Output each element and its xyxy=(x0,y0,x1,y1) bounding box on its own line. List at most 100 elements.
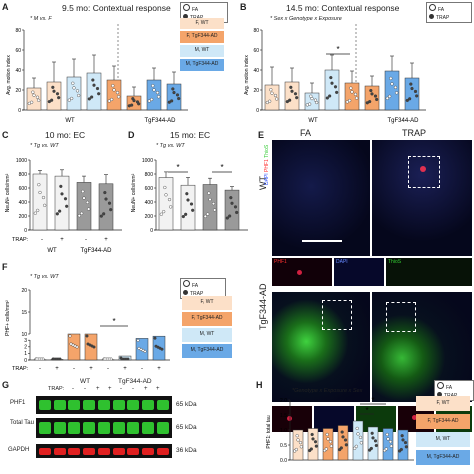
panel-b-sig: * xyxy=(336,45,339,54)
panel-d-dot xyxy=(208,197,212,202)
panel-b-bar xyxy=(284,81,300,111)
panel-c-trap-label: TRAP: xyxy=(12,237,29,243)
panel-d-sig-2: * xyxy=(220,163,223,172)
panel-b-dot xyxy=(370,92,374,96)
blot-gapdh-label: GAPDH xyxy=(8,447,30,453)
lane-sign: + xyxy=(96,386,100,392)
panel-d-bar xyxy=(158,177,174,231)
panel-a-dot xyxy=(67,98,71,102)
panel-d-dot xyxy=(206,212,210,216)
panel-b-dot xyxy=(325,96,329,100)
blot-phf1-kda: 65 kDa xyxy=(176,401,197,408)
panel-h-dot xyxy=(299,445,303,449)
panel-c-dot xyxy=(77,214,81,218)
panel-c-dot xyxy=(81,189,85,194)
panel-h-dot xyxy=(314,444,318,448)
panel-f-dot xyxy=(52,357,56,361)
panel-d-tick-label: 1000 xyxy=(142,158,153,164)
panel-d-dot xyxy=(162,210,166,214)
panel-h-dot xyxy=(389,444,393,448)
panel-d-dot xyxy=(159,212,163,216)
blot-phf1-label: PHF1 xyxy=(10,400,26,406)
panel-a-dot xyxy=(170,99,174,103)
legend-m-wt-f: M, WT xyxy=(182,328,232,342)
inset-box-tg-trap xyxy=(386,302,416,332)
panel-a-bars xyxy=(22,54,188,111)
panel-c-dot xyxy=(107,201,112,205)
panel-f-tick-label: 10 xyxy=(21,332,27,338)
panel-a-dot xyxy=(32,93,36,97)
phf1-band xyxy=(68,400,81,410)
panel-h-bar xyxy=(352,420,364,461)
panel-f-dot xyxy=(153,336,157,340)
panel-b-dot xyxy=(309,94,313,98)
panel-a-dot xyxy=(30,100,34,104)
legend-m-tg-f: M, TgF344-AD xyxy=(182,344,232,358)
tau-band xyxy=(127,422,140,434)
panel-f-sign: - xyxy=(141,366,143,372)
panel-b-dot xyxy=(270,91,274,95)
gapdh-band xyxy=(156,447,169,455)
panel-e-stain-legend: DAPI PHF1 ThioS xyxy=(264,144,270,185)
panel-a-dot xyxy=(150,97,154,102)
panel-a-dot xyxy=(57,96,61,100)
panel-f-dot xyxy=(85,334,89,338)
gapdh-band xyxy=(39,447,51,455)
panel-d-dot xyxy=(163,185,167,190)
tau-band xyxy=(53,422,66,434)
panel-b-dot xyxy=(295,96,299,100)
panel-c-dot xyxy=(85,200,90,204)
panel-h-bar xyxy=(367,426,379,461)
panel-a-dot xyxy=(35,95,40,99)
panel-h-dot xyxy=(341,435,345,439)
panel-a-dot xyxy=(52,89,56,93)
lane-sign: + xyxy=(156,386,160,392)
panel-h-chart: PHF1: total tau 0.0 0.5 1.0 1.5 2.0 * * xyxy=(266,396,414,464)
panel-h-dot xyxy=(400,434,404,438)
panel-f-tick-label: 0 xyxy=(24,358,27,364)
panel-h-dot xyxy=(371,436,375,440)
panel-d-dot xyxy=(207,191,211,195)
panel-b-dot xyxy=(408,97,412,101)
panel-d-dot xyxy=(169,205,173,209)
panel-h-dot xyxy=(326,437,330,441)
panel-a-bar xyxy=(86,72,102,111)
panel-c-dot xyxy=(104,197,108,201)
panel-b-dot xyxy=(348,98,352,103)
panel-d-tick-label: 800 xyxy=(145,172,154,178)
panel-b-title: 14.5 mo: Contextual response xyxy=(286,3,400,13)
panel-h-dot xyxy=(386,437,390,441)
blot-gapdh-kda: 36 kDa xyxy=(176,447,197,454)
phf1-band xyxy=(39,400,51,410)
panel-b-note: * Sex x Genotype x Exposure xyxy=(270,16,342,22)
panel-d-dot xyxy=(235,210,239,215)
panel-b-dot xyxy=(405,98,409,102)
panel-a-dot xyxy=(90,95,94,99)
panel-b-dot xyxy=(293,92,298,96)
panel-b-bar xyxy=(404,77,420,111)
panel-b-dot xyxy=(373,94,378,98)
panel-d-tick-label: 400 xyxy=(145,200,154,206)
blot-tau xyxy=(36,418,172,438)
panel-a-bar xyxy=(46,81,62,111)
panel-c-dot xyxy=(38,190,42,195)
panel-a-dot xyxy=(177,96,181,101)
panel-b-dot xyxy=(275,97,279,101)
panel-f-sig: * xyxy=(112,317,115,326)
panel-a-bar xyxy=(66,76,82,111)
panel-b-tick-label: 60 xyxy=(253,48,259,54)
panel-b-tick-label: 0 xyxy=(256,108,259,114)
panel-c-tick-label: 600 xyxy=(19,186,28,192)
panel-d-dot xyxy=(228,214,232,218)
panel-f-tick-label: 3 xyxy=(24,338,27,344)
gapdh-band xyxy=(68,447,81,455)
panel-b-bars xyxy=(260,54,426,111)
panel-c-tick-label: 1000 xyxy=(16,158,27,164)
phf1-band xyxy=(141,400,154,410)
panel-d-dot xyxy=(233,205,238,209)
panel-h-bar xyxy=(322,428,334,461)
inset-wt-dapi: DAPI xyxy=(334,258,384,286)
panel-h-dot xyxy=(404,445,408,449)
panel-b-dot xyxy=(269,88,273,92)
